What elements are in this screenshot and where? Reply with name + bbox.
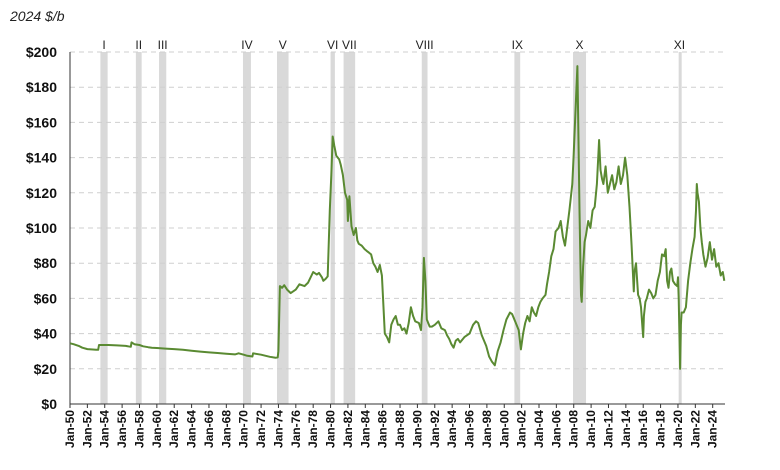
recession-label: V	[279, 38, 287, 52]
recession-label: IV	[241, 38, 252, 52]
x-tick-label: Jan-18	[654, 410, 668, 448]
x-tick-label: Jan-16	[636, 410, 650, 448]
x-tick-label: Jan-12	[601, 410, 615, 448]
price-line	[69, 65, 726, 370]
x-tick-label: Jan-58	[132, 410, 146, 448]
y-tick-label: $180	[26, 79, 57, 95]
y-unit-label: 2024 $/b	[10, 8, 65, 24]
x-tick-label: Jan-56	[115, 410, 129, 448]
y-tick-label: $200	[26, 44, 57, 60]
x-tick-label: Jan-96	[463, 410, 477, 448]
x-tick-label: Jan-72	[254, 410, 268, 448]
axes	[69, 52, 725, 405]
recession-label: XI	[674, 38, 685, 52]
x-tick-label: Jan-52	[80, 410, 94, 448]
x-tick-label: Jan-84	[358, 410, 372, 448]
x-tick-label: Jan-94	[445, 410, 459, 448]
recession-label: I	[102, 38, 105, 52]
x-tick-label: Jan-90	[410, 410, 424, 448]
gridlines	[70, 51, 725, 370]
x-tick-label: Jan-88	[393, 410, 407, 448]
price-line-group	[69, 65, 726, 370]
x-tick-label: Jan-82	[341, 410, 355, 448]
x-tick-label: Jan-10	[584, 410, 598, 448]
recession-label: VIII	[416, 38, 434, 52]
x-tick-label: Jan-14	[619, 410, 633, 448]
y-tick-label: $20	[34, 361, 58, 377]
x-tick-label: Jan-80	[324, 410, 338, 448]
y-tick-label: $160	[26, 114, 57, 130]
x-tick-labels: Jan-50 Jan-52 Jan-54 Jan-56 Jan-58 Jan-60 Jan-…	[63, 404, 720, 448]
x-tick-label: Jan-54	[98, 410, 112, 448]
x-tick-label: Jan-08	[567, 410, 581, 448]
x-tick-label: Jan-66	[202, 410, 216, 448]
y-tick-label: $40	[34, 326, 58, 342]
x-tick-label: Jan-50	[63, 410, 77, 448]
x-tick-label: Jan-74	[271, 410, 285, 448]
recession-band	[514, 52, 521, 404]
recession-labels: I II III IV V VI VII VIII IX X XI	[102, 38, 685, 52]
y-tick-label: $120	[26, 185, 57, 201]
recession-band	[242, 52, 251, 404]
recession-label: III	[158, 38, 168, 52]
x-tick-label: Jan-04	[532, 410, 546, 448]
y-tick-label: $140	[26, 150, 57, 166]
x-tick-label: Jan-00	[497, 410, 511, 448]
y-tick-label: $60	[34, 290, 58, 306]
x-tick-label: Jan-24	[706, 410, 720, 448]
x-tick-label: Jan-78	[306, 410, 320, 448]
x-tick-label: Jan-02	[515, 410, 529, 448]
recession-band	[678, 52, 682, 404]
x-tick-label: Jan-98	[480, 410, 494, 448]
x-tick-label: Jan-22	[688, 410, 702, 448]
recession-band	[100, 52, 108, 404]
y-tick-label: $0	[41, 396, 57, 412]
y-tick-labels: $0 $20 $40 $60 $80 $100 $120 $140 $160 $180 $200	[26, 44, 57, 412]
recession-label: IX	[512, 38, 523, 52]
recession-label: X	[576, 38, 584, 52]
x-tick-label: Jan-20	[671, 410, 685, 448]
x-tick-label: Jan-76	[289, 410, 303, 448]
x-tick-label: Jan-70	[237, 410, 251, 448]
x-tick-label: Jan-68	[219, 410, 233, 448]
x-tick-label: Jan-62	[167, 410, 181, 448]
x-tick-label: Jan-06	[549, 410, 563, 448]
y-tick-label: $100	[26, 220, 57, 236]
recession-label: VII	[342, 38, 357, 52]
recession-band	[135, 52, 142, 404]
recession-band	[276, 52, 289, 404]
x-tick-label: Jan-86	[376, 410, 390, 448]
x-tick-label: Jan-64	[185, 410, 199, 448]
x-tick-label: Jan-60	[150, 410, 164, 448]
y-tick-label: $80	[34, 255, 58, 271]
recession-label: II	[135, 38, 142, 52]
x-tick-label: Jan-92	[428, 410, 442, 448]
recession-label: VI	[327, 38, 338, 52]
